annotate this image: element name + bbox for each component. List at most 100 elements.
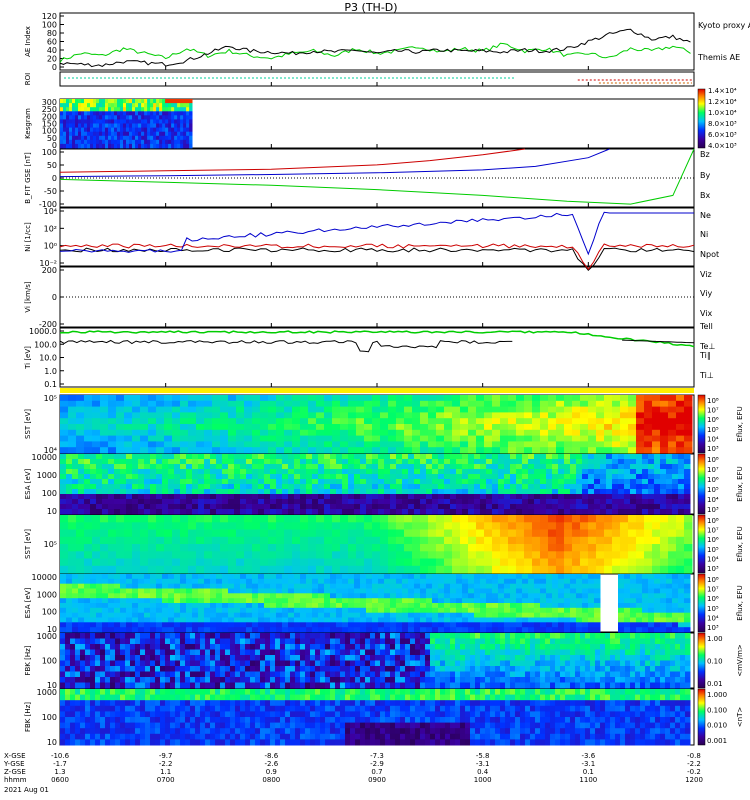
keogram-cell <box>159 119 163 124</box>
spectrogram-cell <box>222 469 229 475</box>
spectrogram-cell <box>258 479 265 485</box>
spectrogram-cell <box>612 558 621 567</box>
spectrogram-cell <box>644 424 653 431</box>
spectrogram-cell <box>360 474 367 480</box>
spectrogram-cell <box>412 558 421 567</box>
spectrogram-cell <box>172 565 181 574</box>
spectrogram-cell <box>668 558 677 567</box>
plot-title: P3 (TH-D) <box>344 1 397 14</box>
spectrogram-cell <box>426 607 433 614</box>
spectrogram-cell <box>60 649 66 656</box>
keogram-cell <box>180 123 184 128</box>
spectrogram-cell <box>570 593 577 599</box>
spectrogram-cell <box>244 529 253 538</box>
keogram-cell <box>144 131 148 137</box>
spectrogram-cell <box>500 418 509 425</box>
spectrogram-cell <box>366 598 373 604</box>
spectrogram-cell <box>620 435 629 442</box>
spectrogram-cell <box>96 459 103 465</box>
spectrogram-cell <box>548 558 557 567</box>
spectrogram-cell <box>594 509 601 515</box>
spectrogram-cell <box>100 558 109 567</box>
spectrogram-cell <box>220 435 229 442</box>
spectrogram-cell <box>620 400 629 408</box>
spectrogram-cell <box>474 504 481 510</box>
spectrogram-cell <box>336 499 343 505</box>
keogram-cell <box>141 119 145 124</box>
spectrogram-cell <box>160 638 166 645</box>
spectrogram-cell <box>426 494 433 500</box>
spectrogram-cell <box>604 435 613 442</box>
spectrogram-cell <box>198 622 205 628</box>
spectrogram-cell <box>372 558 381 567</box>
spectrogram-cell <box>210 666 216 672</box>
spectrogram-cell <box>292 395 301 402</box>
spectrogram-cell <box>372 622 379 628</box>
spectrogram-cell <box>85 655 91 661</box>
keogram-cell <box>93 143 97 149</box>
spectrogram-cell <box>546 627 553 633</box>
spectrogram-cell <box>116 418 125 425</box>
spectrogram-cell <box>198 627 205 633</box>
spectrogram-cell <box>628 536 637 545</box>
spectrogram-cell <box>148 515 157 523</box>
spectrogram-cell <box>174 603 181 609</box>
spectrogram-cell <box>420 622 427 628</box>
spectrogram-cell <box>648 603 655 609</box>
spectrogram-cell <box>132 435 141 442</box>
spectrogram-cell <box>420 454 427 460</box>
spectrogram-cell <box>606 469 613 475</box>
keogram-cell <box>132 103 136 108</box>
spectrogram-cell <box>556 447 565 454</box>
panel-ytick-label: 1000 <box>37 632 57 641</box>
spectrogram-cell <box>588 558 597 567</box>
spectrogram-cell <box>474 474 481 480</box>
spectrogram-cell <box>468 454 475 460</box>
spectrogram-cell <box>200 644 206 650</box>
spectrogram-cell <box>372 395 381 402</box>
spectrogram-cell <box>96 627 103 633</box>
spectrogram-cell <box>534 459 541 465</box>
spectrogram-cell <box>268 400 277 408</box>
spectrogram-cell <box>630 469 637 475</box>
spectrogram-cell <box>318 509 325 515</box>
spectrogram-cell <box>164 441 173 448</box>
spectrogram-cell <box>100 682 106 689</box>
spectrogram-cell <box>336 578 343 585</box>
spectrogram-cell <box>150 638 156 645</box>
spectrogram-cell <box>330 574 337 580</box>
spectrogram-cell <box>388 515 397 523</box>
spectrogram-cell <box>498 593 505 599</box>
spectrogram-cell <box>140 565 149 574</box>
spectrogram-cell <box>548 441 557 448</box>
keogram-cell <box>63 111 67 116</box>
spectrogram-cell <box>522 469 529 475</box>
spectrogram-cell <box>108 429 117 437</box>
keogram-cell <box>162 111 166 116</box>
spectrogram-cell <box>312 622 319 628</box>
spectrogram-cell <box>108 603 115 609</box>
spectrogram-cell <box>192 494 199 500</box>
spectrogram-cell <box>180 522 189 531</box>
spectrogram-cell <box>336 454 343 460</box>
spectrogram-cell <box>432 499 439 505</box>
spectrogram-cell <box>60 489 67 495</box>
spectrogram-cell <box>294 464 301 470</box>
spectrogram-cell <box>60 593 67 599</box>
spectrogram-cell <box>504 588 511 594</box>
keogram-cell <box>96 107 100 112</box>
spectrogram-cell <box>342 588 349 594</box>
spectrogram-cell <box>228 588 235 594</box>
spectrogram-cell <box>210 484 217 490</box>
spectrogram-cell <box>660 464 667 470</box>
spectrogram-cell <box>216 454 223 460</box>
spectrogram-cell <box>450 603 457 609</box>
spectrogram-cell <box>330 617 337 623</box>
spectrogram-cell <box>432 593 439 599</box>
spectrogram-cell <box>528 499 535 505</box>
spectrogram-cell <box>342 464 349 470</box>
spectrogram-cell <box>480 469 487 475</box>
spectrogram-cell <box>356 406 365 413</box>
spectrogram-cell <box>228 454 235 460</box>
spectrogram-cell <box>364 400 373 408</box>
